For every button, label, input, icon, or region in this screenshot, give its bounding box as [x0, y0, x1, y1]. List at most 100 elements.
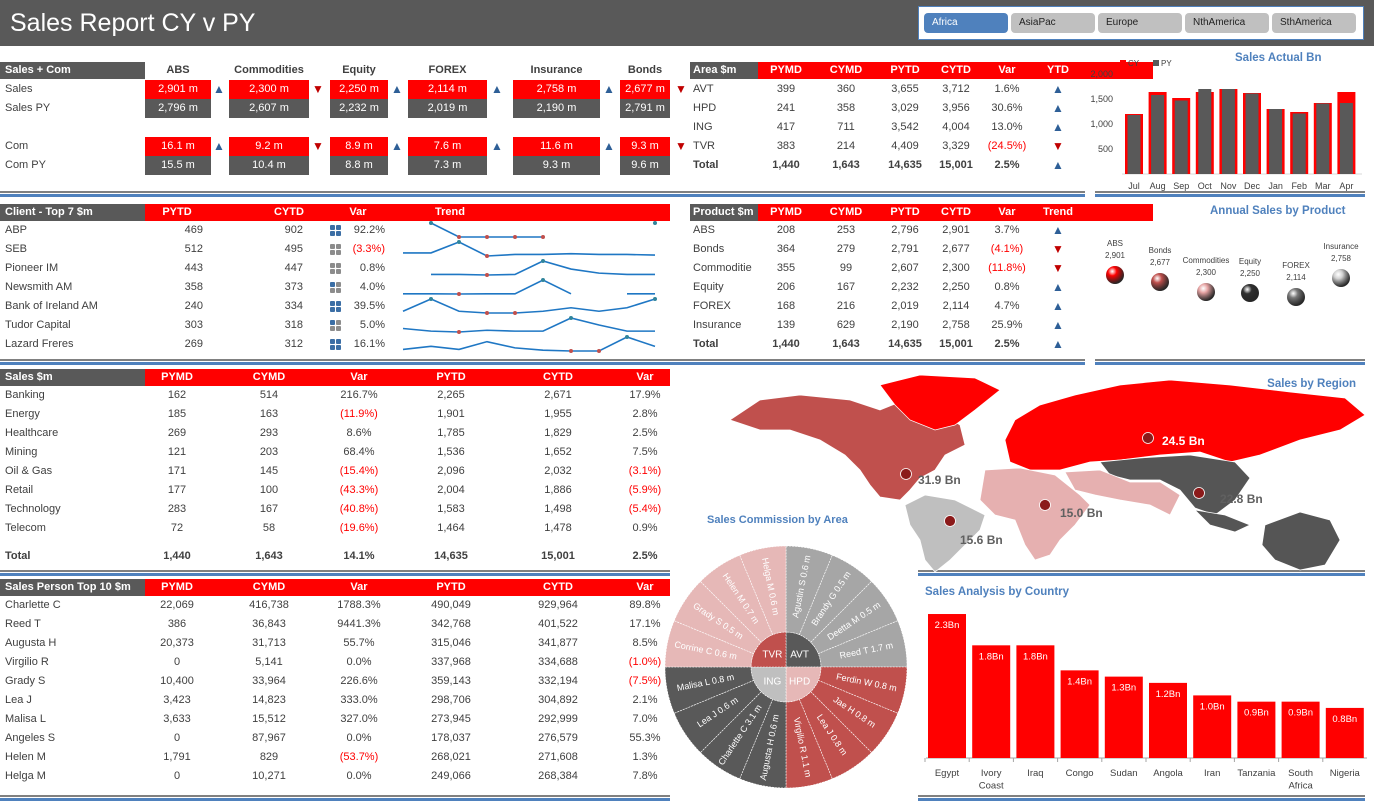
tab-nthamerica[interactable]: NthAmerica: [1185, 13, 1269, 33]
value-box: 2,232 m: [330, 99, 388, 118]
sales-table-cell: (3.1%): [628, 465, 662, 477]
sales-table-cell: 14.1%: [343, 550, 375, 562]
sales-person-table-cell: 0.0%: [346, 770, 372, 782]
region-bubble-label: 24.5 Bn: [1162, 434, 1205, 448]
commission-slice: [799, 554, 872, 643]
product-sphere: [1151, 273, 1169, 291]
product-table-cell: 4.7%: [994, 300, 1020, 312]
area-table-cell: 3,712: [942, 83, 970, 95]
sales-table-row-label: Retail: [5, 484, 34, 496]
product-table-header-label-bg: [690, 204, 758, 221]
sales-person-table-cell: 31,713: [252, 637, 286, 649]
value-box: 9.3 m: [513, 156, 600, 175]
sales-table-cell: 1,536: [437, 446, 465, 458]
down-arrow-icon: ▼: [1052, 242, 1064, 256]
product-header: FOREX: [428, 64, 467, 76]
quadrant-cell: [330, 282, 335, 287]
product-header: Commodities: [234, 64, 304, 76]
sales-person-table-cell: 416,738: [249, 599, 289, 611]
sparkline-low-marker: [485, 254, 489, 258]
legend-label: PY: [1161, 59, 1172, 68]
sales-person-table-cell: 7.8%: [632, 770, 658, 782]
tab-europe[interactable]: Europe: [1098, 13, 1182, 33]
area-label: HPD: [789, 677, 810, 688]
sales-person-table-cell: 929,964: [538, 599, 578, 611]
sparkline-low-marker: [457, 235, 461, 239]
sales-table-cell: 1,498: [544, 503, 572, 515]
sales-person-table-cell: 0: [173, 770, 181, 782]
divider: [0, 795, 670, 801]
sales-person-table-cell: 5,141: [255, 656, 283, 668]
client-header: CYTD: [274, 206, 304, 218]
product-sphere: [1332, 269, 1350, 287]
product-table-cell: 1,440: [772, 338, 800, 350]
sales-table-header-cymd: CYMD: [252, 371, 286, 383]
sales-table-cell: 167: [259, 503, 279, 515]
quadrant-cell: [330, 288, 335, 293]
area-table-cell: 711: [837, 121, 855, 133]
sparkline-low-marker: [485, 311, 489, 315]
sales-person-table-cell: 342,768: [431, 618, 471, 630]
product-table-header-label: Product $m: [693, 206, 753, 218]
product-table-cell: 2.5%: [994, 338, 1020, 350]
quadrant-icon: [330, 263, 341, 274]
sparkline: [430, 222, 543, 238]
area-table-header-label-bg: [690, 62, 758, 79]
area-table-header-label: Area $m: [693, 64, 737, 76]
sales-table-cell: 177: [167, 484, 187, 496]
product-table-cell: 216: [836, 300, 856, 312]
quadrant-cell: [336, 244, 341, 249]
sales-person-table-cell: 55.7%: [343, 637, 375, 649]
sales-table-cell: 1,583: [437, 503, 465, 515]
tab-asiapac[interactable]: AsiaPac: [1011, 13, 1095, 33]
client-pytd: 269: [184, 338, 203, 350]
country-label: Congo: [1066, 768, 1094, 779]
country-bar-label: 1.2Bn: [1156, 689, 1181, 700]
sales-person-table-header-cymd: CYMD: [252, 581, 286, 593]
sales-person-table-row-label: Reed T: [5, 618, 41, 630]
divider: [918, 795, 1365, 801]
map-region-europe-russia: [1004, 379, 1366, 471]
sales-person-table-cell: 268,021: [431, 751, 471, 763]
sales-person-table-cell: 0: [173, 656, 181, 668]
product-table-row-label: ABS: [693, 224, 716, 236]
sparkline-high-marker: [429, 221, 433, 225]
commission-slice: [810, 680, 899, 753]
sparkline-low-marker: [457, 330, 461, 334]
product-table-cell: 99: [839, 262, 853, 274]
area-table-cell: 214: [836, 140, 856, 152]
sales-person-table-cell: 55.3%: [629, 732, 661, 744]
sales-table-cell: (40.8%): [339, 503, 379, 515]
sales-com-row-label: Com: [5, 140, 29, 152]
sales-person-table-cell: 10,400: [160, 675, 194, 687]
commission-slice: [739, 545, 787, 636]
country-bar-label: 0.9Bn: [1244, 708, 1269, 719]
sales-table-cell: (5.9%): [628, 484, 662, 496]
region-bubble-label: 31.9 Bn: [918, 473, 961, 487]
sales-table-cell: 0.9%: [632, 522, 658, 534]
x-tick-label: Aug: [1150, 181, 1166, 191]
tab-africa[interactable]: Africa: [924, 13, 1008, 33]
tab-sthamerica[interactable]: SthAmerica: [1272, 13, 1356, 33]
up-arrow-icon: ▲: [1052, 318, 1064, 332]
commission-slice: [664, 620, 755, 668]
sales-person-table-cell: 226.6%: [340, 675, 378, 687]
value-box: 9.6 m: [620, 156, 670, 175]
sales-table-cell: 2,671: [544, 389, 572, 401]
quadrant-cell: [336, 225, 341, 230]
sales-person-table-header-var: Var: [636, 581, 654, 593]
area-table-cell: 1,440: [772, 159, 800, 171]
quadrant-cell: [330, 326, 335, 331]
country-bar: [972, 645, 1011, 758]
country-label: Angola: [1153, 768, 1183, 779]
value-box: 2,019 m: [408, 99, 487, 118]
product-table-cell: 0.8%: [994, 281, 1020, 293]
product-table-cell: 2,019: [891, 300, 919, 312]
sales-person-table-header-pytd: PYTD: [436, 581, 466, 593]
region-bubble: [1039, 499, 1051, 511]
client-var: (3.3%): [352, 243, 385, 255]
quadrant-cell: [330, 244, 335, 249]
up-arrow-icon: ▲: [491, 82, 503, 96]
x-tick-label: Dec: [1244, 181, 1261, 191]
